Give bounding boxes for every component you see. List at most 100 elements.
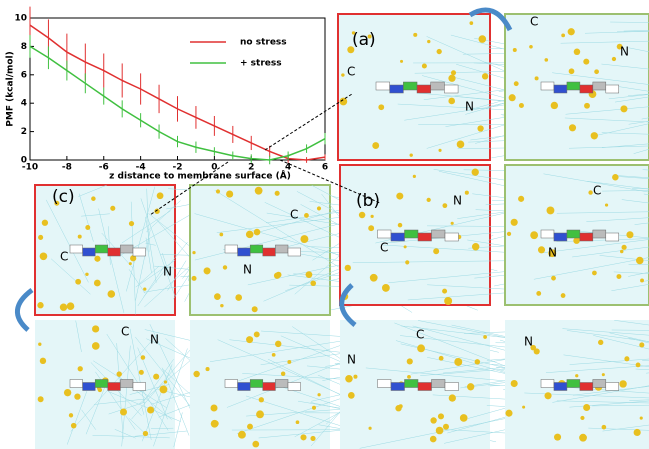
phosphate [214,293,221,300]
helix-segment [378,230,392,238]
phosphate [110,206,115,211]
phosphate [580,416,584,420]
phosphate [518,196,524,202]
helix-segment [418,233,432,241]
phosphate [139,370,144,375]
helix-segment [418,383,432,391]
helix-segment [445,233,459,241]
phosphate [534,348,540,354]
phosphate [438,413,444,419]
phosphate [274,272,280,278]
phosphate [602,373,605,376]
phosphate [584,103,590,109]
phosphate [74,393,80,399]
phosphate [259,397,264,402]
phosphate [120,409,127,416]
helix-segment [593,82,606,90]
phosphate [223,265,227,269]
phosphate [296,420,300,424]
phosphate [300,434,306,440]
helix-segment [554,85,567,93]
phosphate [444,297,452,305]
phosphate [417,344,425,352]
phosphate [255,187,263,195]
phosphate [317,393,320,396]
legend-label: no stress [240,38,287,48]
helix-segment [405,230,419,238]
helix-segment [70,380,83,388]
phosphate [574,49,581,56]
helix-segment [541,82,554,90]
phosphate [129,262,132,265]
phosphate [438,149,441,152]
phosphate [300,235,308,243]
phosphate [612,174,619,181]
helix-segment [580,383,593,391]
phosphate [622,245,627,250]
terminus-label: N [465,100,474,114]
phosphate [247,424,253,430]
x-tick-label: -2 [173,163,183,173]
phosphate [605,203,608,206]
x-tick-label: 2 [248,163,254,173]
phosphate [38,235,43,240]
phosphate [422,64,427,69]
phosphate [256,410,264,418]
phosphate [636,257,644,265]
phosphate [310,436,315,441]
helix-segment [250,380,263,388]
helix-segment [288,248,301,256]
phosphate [226,191,233,198]
helix-segment [120,380,133,388]
pmf-chart: PMF (kcal/mol) z distance to membrane su… [6,7,329,182]
phosphate [639,342,644,347]
phosphate [636,362,641,367]
phosphate [598,340,603,345]
phosphate [583,404,590,411]
phosphate [371,215,374,218]
phosphate [216,189,220,193]
phosphate [398,223,403,228]
phosphate [443,424,449,430]
phosphate [624,356,629,361]
phosphate [378,104,384,110]
phosphate [437,49,442,54]
phosphate [85,273,88,276]
y-tick-label: 4 [21,99,27,109]
phosphate [254,332,260,338]
phosphate [522,406,525,409]
helix-segment [108,383,121,391]
phosphate [482,73,488,79]
arrow [17,290,32,330]
phosphate [153,374,159,380]
phosphate [157,192,164,199]
phosphate [405,260,409,264]
terminus-label: C [347,65,355,79]
y-tick-label: 2 [21,127,27,137]
helix-segment [250,245,263,253]
phosphate [94,280,101,287]
phosphate [483,335,487,339]
phosphate [370,274,378,282]
terminus-label: N [150,333,159,347]
terminus-label: N [243,263,252,277]
phosphate [620,105,627,112]
phosphate [569,68,575,74]
phosphate [108,290,116,298]
phosphate [404,245,407,248]
terminus-label: N [347,353,356,367]
phosphate [536,291,541,296]
phosphate [554,434,561,441]
terminus-label: C [121,325,129,339]
phosphate [399,404,403,408]
helix-segment [567,82,580,90]
helix-segment [541,380,554,388]
phosphate [359,212,365,218]
phosphate [345,375,353,383]
phosphate [211,420,219,428]
helix-segment [606,383,619,391]
phosphate [448,75,455,82]
y-tick-label: 10 [14,14,27,24]
phosphate [535,76,539,80]
helix-segment [403,82,417,90]
